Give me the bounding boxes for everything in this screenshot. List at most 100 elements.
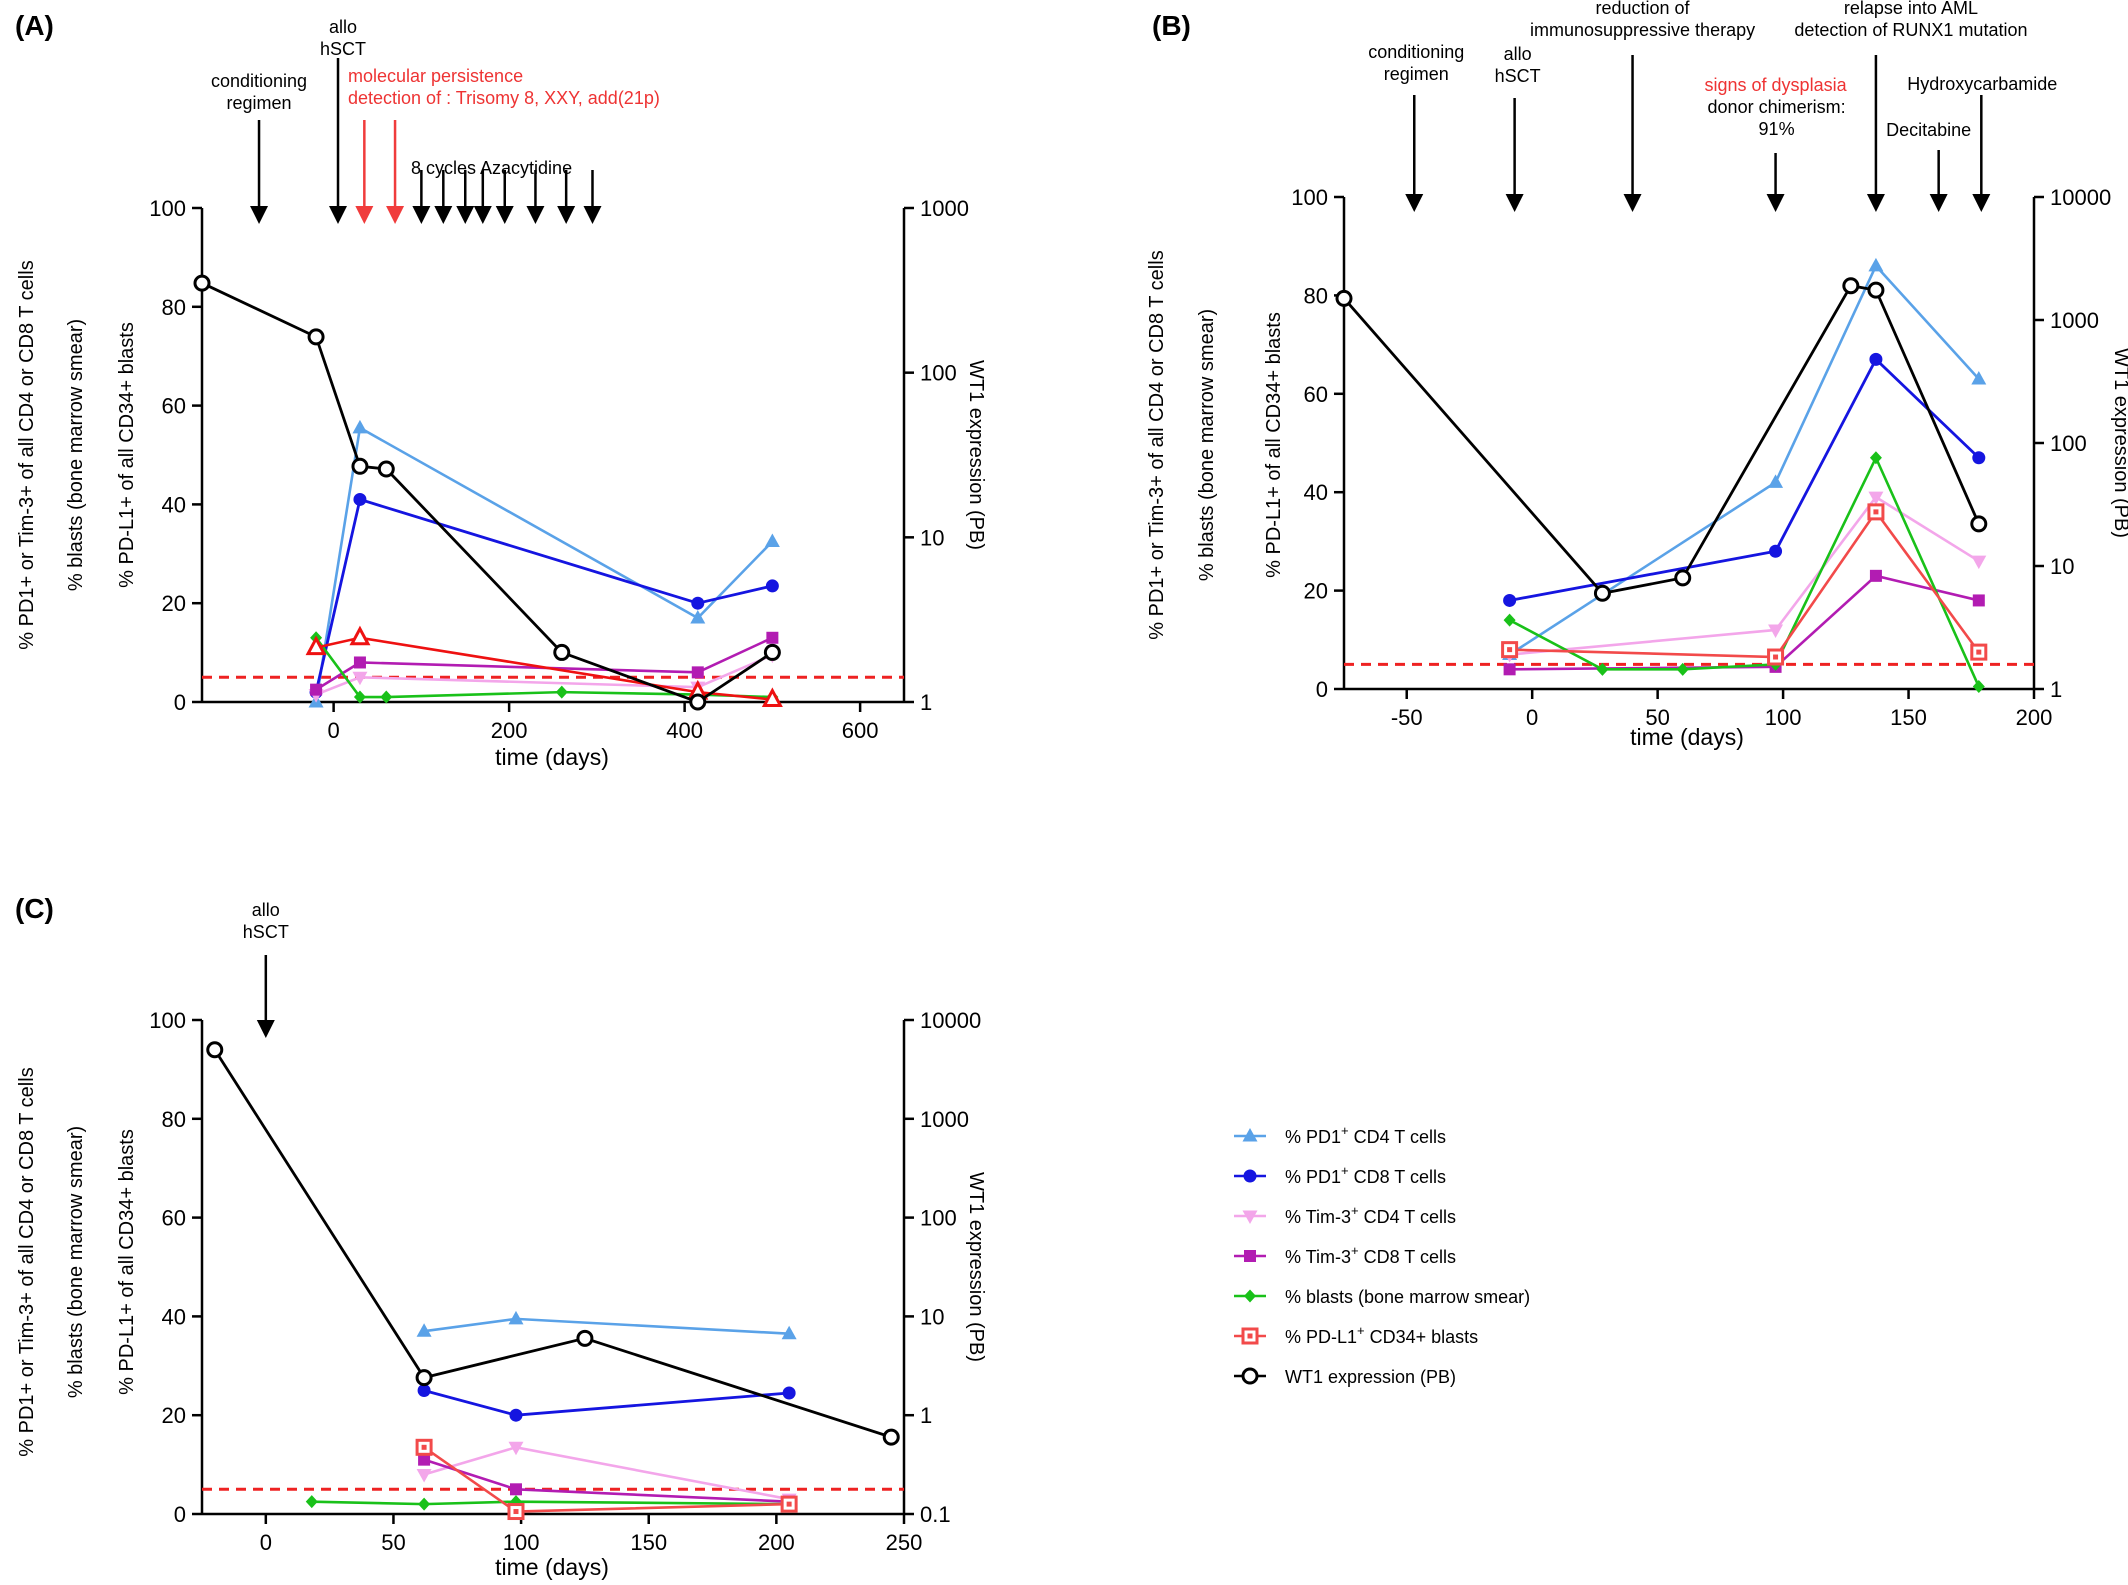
- x-tick-label: 0: [328, 718, 340, 743]
- data-point: [1971, 555, 1987, 570]
- y2-tick-label: 1: [920, 1403, 932, 1428]
- event-arrow: [1866, 55, 1885, 212]
- event-arrow: [1929, 150, 1948, 212]
- data-point: [1335, 289, 1353, 307]
- data-point: [1972, 451, 1986, 465]
- data-point: [416, 1323, 432, 1337]
- series-line: [315, 636, 773, 701]
- series-line: [423, 1317, 790, 1335]
- data-point: [761, 687, 783, 708]
- data-point: [305, 635, 327, 656]
- legend-marker: [1242, 1210, 1258, 1224]
- y-tick-label: 100: [1291, 185, 1328, 210]
- data-point: [206, 1041, 224, 1059]
- legend-label: WT1 expression (PB): [1285, 1367, 1456, 1387]
- series-pdl1_cd34: [1501, 503, 1988, 666]
- y2-tick-label: 1000: [920, 1107, 969, 1132]
- series-pd1_cd4: [416, 1310, 797, 1340]
- data-point: [1842, 277, 1860, 295]
- y-axis-label: % PD1+ or Tim-3+ of all CD4 or CD8 T cel…: [16, 260, 38, 649]
- y2-axis-label: WT1 expression (PB): [965, 360, 987, 550]
- data-point: [1971, 371, 1987, 385]
- event-arrow: [355, 120, 374, 224]
- data-point: [1769, 544, 1783, 558]
- y2-tick-label: 10000: [2050, 185, 2111, 210]
- y2-tick-label: 100: [920, 1206, 957, 1231]
- data-point: [351, 457, 369, 475]
- data-point: [349, 625, 371, 646]
- event-arrow: [250, 120, 269, 224]
- y2-tick-label: 1000: [2050, 308, 2099, 333]
- data-point: [1867, 281, 1885, 299]
- y-tick-label: 40: [162, 1304, 186, 1329]
- event-arrow: [1766, 153, 1785, 212]
- y-tick-label: 60: [162, 394, 186, 419]
- data-point: [691, 596, 705, 610]
- annotation-text: signs of dysplasia: [1705, 75, 1848, 95]
- x-tick-label: 100: [503, 1530, 540, 1555]
- data-point: [1869, 451, 1882, 465]
- data-point: [766, 631, 779, 644]
- annotation-text: hSCT: [1495, 66, 1541, 86]
- data-point: [1868, 257, 1884, 272]
- series-line: [213, 1048, 892, 1439]
- y-tick-label: 20: [1304, 579, 1328, 604]
- event-arrow: [412, 170, 431, 224]
- x-tick-label: 50: [1645, 705, 1669, 730]
- y-tick-label: 80: [162, 295, 186, 320]
- data-point: [508, 1310, 524, 1325]
- x-axis-label: time (days): [1630, 724, 1744, 750]
- x-tick-label: 0: [260, 1530, 272, 1555]
- data-point: [508, 1441, 524, 1456]
- y-axis-label: % blasts (bone marrow smear): [65, 319, 87, 591]
- event-arrow: [1972, 95, 1991, 212]
- x-tick-label: 50: [381, 1530, 405, 1555]
- data-point: [1674, 569, 1692, 587]
- y-tick-label: 80: [162, 1107, 186, 1132]
- annotation-text: detection of : Trisomy 8, XXY, add(21p): [348, 88, 660, 108]
- data-point: [765, 579, 779, 593]
- legend-item-tim3_cd8: % Tim-3+ CD8 T cells: [1234, 1243, 1456, 1267]
- data-point: [1767, 648, 1785, 666]
- series-line: [1509, 509, 1980, 659]
- data-point: [691, 666, 704, 679]
- annotation-text: conditioning: [211, 71, 307, 91]
- panel-label: (A): [15, 10, 54, 41]
- data-point: [764, 533, 780, 547]
- annotation-text: hSCT: [320, 39, 366, 59]
- y2-tick-label: 100: [920, 361, 957, 386]
- event-arrow: [1405, 95, 1424, 212]
- series-line: [315, 653, 773, 696]
- series-line: [314, 425, 774, 703]
- y-tick-label: 0: [174, 1502, 186, 1527]
- data-point: [352, 419, 368, 434]
- series-line: [315, 636, 773, 691]
- data-point: [377, 460, 395, 478]
- y-tick-label: 100: [149, 1008, 186, 1033]
- annotation-text: regimen: [227, 93, 292, 113]
- series-pd1_cd4: [1502, 257, 1987, 661]
- legend-label: % PD-L1+ CD34+ blasts: [1285, 1323, 1478, 1347]
- y-axis-label: % PD1+ or Tim-3+ of all CD4 or CD8 T cel…: [1146, 250, 1168, 639]
- annotation-text: allo: [252, 900, 280, 920]
- y2-tick-label: 100: [2050, 431, 2087, 456]
- series-pd1_cd8: [1503, 352, 1986, 607]
- event-arrow: [456, 170, 475, 224]
- y-axis-label: % PD-L1+ of all CD34+ blasts: [1263, 312, 1285, 578]
- series-tim3_cd4: [1502, 491, 1987, 663]
- series-pd1_cd4: [308, 419, 780, 708]
- legend-item-wt1: WT1 expression (PB): [1234, 1367, 1456, 1387]
- data-point: [1768, 474, 1784, 488]
- series-line: [1342, 284, 1981, 595]
- data-point: [1869, 352, 1883, 366]
- data-point: [1972, 680, 1985, 694]
- x-tick-label: -50: [1391, 705, 1423, 730]
- data-point: [689, 693, 707, 711]
- data-point: [416, 1468, 432, 1483]
- x-tick-label: 600: [842, 718, 879, 743]
- chart-panel-1: (A) 0 20 40 60 80 100 1 10 100 1000 0 200 400 600 time …: [15, 10, 987, 770]
- annotation-text: immunosuppressive therapy: [1530, 20, 1755, 40]
- y2-tick-label: 0.1: [920, 1502, 951, 1527]
